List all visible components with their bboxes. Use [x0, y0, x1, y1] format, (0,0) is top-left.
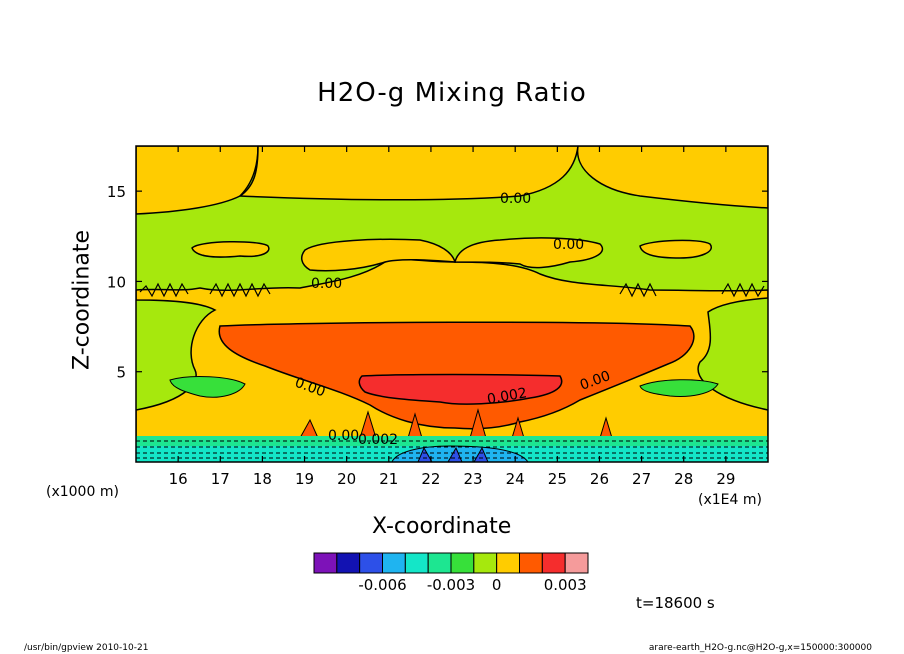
colorbar-swatch: [473, 552, 498, 574]
colorbar-swatch: [519, 552, 543, 574]
x-tick-label: 25: [548, 470, 567, 488]
colorbar-swatch: [336, 552, 361, 574]
x-tick-label: 22: [421, 470, 440, 488]
contour-label: 0.00: [553, 237, 584, 253]
field-level-yellow-top-left: [136, 146, 259, 215]
colorbar-swatch: [541, 552, 566, 574]
x-tick-label: 20: [337, 470, 356, 488]
x-tick-label: 26: [590, 470, 609, 488]
contour-label: 0.00: [328, 428, 359, 444]
colorbar-swatch: [564, 552, 589, 574]
colorbar-swatch: [427, 552, 452, 574]
field-island-mid-right: [454, 237, 604, 269]
y-axis-ticks: 5 10 15: [107, 183, 768, 382]
y-tick-label: 15: [107, 183, 126, 201]
colorbar-tick-label: -0.006: [358, 576, 406, 594]
colorbar-tick-label: 0.003: [544, 576, 587, 594]
footer-left: /usr/bin/gpview 2010-10-21: [24, 643, 149, 653]
field-green-patch-left: [169, 376, 246, 398]
colorbar-swatch: [313, 552, 338, 574]
colorbar-tick-label: 0: [492, 576, 502, 594]
x-tick-label: 27: [632, 470, 651, 488]
x-tick-label: 24: [506, 470, 525, 488]
x-axis-label: X-coordinate: [372, 514, 512, 539]
time-label: t=18600 s: [636, 594, 715, 612]
field-green-patch-right: [639, 379, 719, 397]
x-tick-label: 16: [169, 470, 188, 488]
contour-label: 0.002: [486, 385, 528, 408]
colorbar-swatch: [450, 552, 475, 574]
contour-field: [136, 146, 768, 462]
x-unit-note: (x1000 m): [46, 484, 119, 500]
colorbar-swatch: [496, 552, 520, 574]
field-level-blue: [417, 446, 489, 462]
contour-label: 0.00: [500, 191, 531, 207]
colorbar-tick-label: -0.003: [427, 576, 475, 594]
x-tick-label: 17: [211, 470, 230, 488]
negative-contours: [136, 440, 768, 459]
field-island-right: [639, 239, 712, 259]
x-tick-label: 23: [464, 470, 483, 488]
contour-label: 0.002: [358, 432, 398, 448]
field-island-mid-left: [300, 238, 457, 272]
field-island-left: [191, 241, 270, 258]
x-scale-note: (x1E4 m): [698, 492, 762, 508]
field-level-yellow-top-center: [237, 146, 579, 201]
plot-frame: [135, 145, 769, 463]
chart-title: H2O-g Mixing Ratio: [317, 78, 587, 108]
colorbar-swatch: [382, 552, 406, 574]
y-tick-label: 10: [107, 273, 126, 291]
colorbar: -0.006 -0.003 0 0.003: [313, 552, 589, 594]
x-tick-label: 29: [716, 470, 735, 488]
x-axis-ticks: 16 17 18 19 20 21 22 23 24 25 26 27 28 29: [169, 146, 735, 488]
footer-right: arare-earth_H2O-g.nc@H2O-g,x=150000:3000…: [648, 643, 872, 653]
x-tick-label: 19: [295, 470, 314, 488]
x-tick-label: 21: [379, 470, 398, 488]
colorbar-swatch: [404, 552, 429, 574]
field-level-yellow-top-right: [576, 146, 768, 209]
x-tick-label: 28: [674, 470, 693, 488]
colorbar-swatch: [359, 552, 383, 574]
field-level-red: [358, 373, 563, 405]
x-tick-label: 18: [253, 470, 272, 488]
contour-label: 0.00: [311, 276, 342, 292]
y-tick-label: 5: [116, 364, 126, 382]
zigzag-contour: [139, 282, 765, 298]
